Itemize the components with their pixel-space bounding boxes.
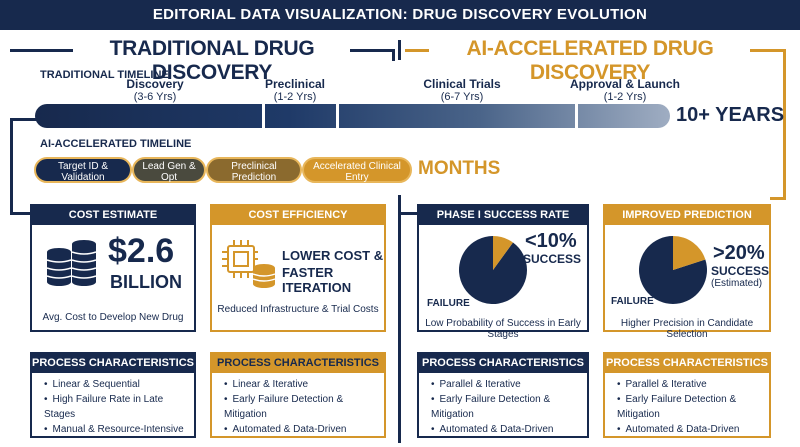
ai-stage-name: Target ID & Validation <box>57 161 109 183</box>
left-heading-rule-drop <box>392 49 395 61</box>
stage-duration: (3-6 Yrs) <box>133 91 177 103</box>
ai-heading: AI-ACCELERATED DRUG DISCOVERY <box>466 37 714 84</box>
right-heading-rule-right <box>750 49 786 52</box>
process-title: PROCESS CHARACTERISTICS <box>605 354 769 373</box>
process-title: PROCESS CHARACTERISTICS <box>419 354 587 373</box>
coin-stack-icon <box>46 240 97 286</box>
process-item: High Failure Rate in Late Stages <box>44 392 194 422</box>
prediction-caption: Higher Precision in Candidate Selection <box>620 318 754 340</box>
phase-success-pie <box>459 236 527 304</box>
center-divider <box>398 40 401 60</box>
stage-name: Approval & Launch <box>569 77 680 91</box>
page-banner: EDITORIAL DATA VISUALIZATION: DRUG DISCO… <box>0 0 800 30</box>
process-title: PROCESS CHARACTERISTICS <box>212 354 384 373</box>
ai-stage-duration: (Weeks) <box>64 183 102 194</box>
stage-duration: (1-2 Yrs) <box>603 91 647 103</box>
left-bracket-bottom <box>10 212 30 215</box>
process-item: Automated & Data-Driven <box>431 422 587 437</box>
stage-preclinical: Preclinical (1-2 Yrs) <box>245 78 345 103</box>
phase-success-label: SUCCESS <box>523 252 582 266</box>
prediction-label: SUCCESS <box>711 264 770 278</box>
timeline-divider <box>262 104 265 128</box>
cost-estimate-card: COST ESTIMATE $2.6 BILLION Avg. Cost to … <box>30 204 196 332</box>
cost-caption: Avg. Cost to Develop New Drug <box>42 312 184 323</box>
process-item: Parallel & Iterative <box>617 377 769 392</box>
right-heading-rule-drop <box>783 49 786 199</box>
traditional-timeline-label: TRADITIONAL TIMELINE <box>40 69 169 81</box>
ai-total: MONTHS <box>418 158 501 179</box>
phase-success-title: PHASE I SUCCESS RATE <box>419 206 587 225</box>
stage-name: Preclinical <box>264 77 326 91</box>
left-heading-rule-right <box>350 49 394 52</box>
right-heading-rule-left <box>405 49 429 52</box>
ai-stage-duration: (Months) <box>149 183 189 194</box>
traditional-total: 10+ YEARS <box>676 104 785 126</box>
ai-stage-accelerated-clinical: Accelerated Clinical Entry (Months) <box>302 157 412 194</box>
stage-clinical-trials: Clinical Trials (6-7 Yrs) <box>407 78 517 103</box>
phase-success-value: <10% <box>525 230 577 252</box>
process-title: PROCESS CHARACTERISTICS <box>32 354 194 373</box>
left-heading-rule-left <box>10 49 73 52</box>
right-bracket-left <box>401 212 417 215</box>
stage-duration: (6-7 Yrs) <box>440 91 484 103</box>
cost-unit: BILLION <box>110 272 182 292</box>
chip-coins-icon <box>222 240 276 288</box>
process-item: Automated & Data-Driven <box>617 422 769 437</box>
prediction-note: (Estimated) <box>711 278 763 289</box>
ai-stage-name: Preclinical Prediction <box>231 161 277 183</box>
efficiency-line1: LOWER COST & <box>282 248 384 263</box>
ai-timeline-label: AI-ACCELERATED TIMELINE <box>40 138 192 150</box>
process-card-traditional-2: PROCESS CHARACTERISTICS Linear & Iterati… <box>210 352 386 438</box>
stage-name: Discovery <box>126 77 184 91</box>
cost-efficiency-card: COST EFFICIENCY LOWER COST & FASTER ITER… <box>210 204 386 332</box>
process-item: Automated & Data-Driven <box>224 422 384 437</box>
timeline-divider <box>575 104 578 128</box>
cost-value: $2.6 <box>108 232 175 270</box>
right-bracket-right <box>770 197 786 200</box>
stage-duration: (1-2 Yrs) <box>273 91 317 103</box>
process-item: Manual & Resource-Intensive <box>44 422 194 437</box>
process-item: Parallel & Iterative <box>431 377 587 392</box>
process-item: Linear & Iterative <box>224 377 384 392</box>
phase-failure-label: FAILURE <box>427 298 470 309</box>
left-bracket-vertical <box>10 118 13 214</box>
ai-stage-lead-gen: Lead Gen & Opt (Months) <box>132 157 206 194</box>
ai-stage-duration: (Months) <box>337 183 377 194</box>
prediction-pie <box>639 236 707 304</box>
center-divider-lower <box>398 195 401 443</box>
process-item: Linear & Sequential <box>44 377 194 392</box>
left-bracket-top <box>10 118 36 121</box>
efficiency-caption: Reduced Infrastructure & Trial Costs <box>217 304 379 315</box>
prediction-failure-label: FAILURE <box>611 296 654 307</box>
ai-stage-duration: (Months) <box>234 183 274 194</box>
ai-stage-target-id: Target ID & Validation (Weeks) <box>34 157 132 194</box>
phase-success-caption: Low Probability of Success in Early Stag… <box>425 318 581 340</box>
pie-success-slice <box>493 236 513 270</box>
ai-stage-name: Lead Gen & Opt <box>142 161 196 183</box>
traditional-timeline-bar <box>35 104 670 128</box>
stage-discovery: Discovery (3-6 Yrs) <box>105 78 205 103</box>
pie-success-slice <box>673 236 706 270</box>
stage-name: Clinical Trials <box>423 77 501 91</box>
prediction-value: >20% <box>713 242 765 264</box>
cost-estimate-title: COST ESTIMATE <box>32 206 194 225</box>
process-card-traditional-1: PROCESS CHARACTERISTICS Linear & Sequent… <box>30 352 196 438</box>
prediction-card: IMPROVED PREDICTION ACCURACY >20% SUCCES… <box>603 204 771 340</box>
process-item: Early Failure Detection & Mitigation <box>431 392 587 422</box>
ai-stage-name: Accelerated Clinical Entry <box>313 161 401 183</box>
prediction-title: IMPROVED PREDICTION ACCURACY <box>605 206 769 240</box>
process-card-ai-2: PROCESS CHARACTERISTICS Parallel & Itera… <box>603 352 771 438</box>
cost-efficiency-title: COST EFFICIENCY <box>212 206 384 225</box>
process-item: Early Failure Detection & Mitigation <box>617 392 769 422</box>
process-item: Early Failure Detection & Mitigation <box>224 392 384 422</box>
traditional-heading: TRADITIONAL DRUG DISCOVERY <box>109 37 315 84</box>
process-card-ai-1: PROCESS CHARACTERISTICS Parallel & Itera… <box>417 352 589 438</box>
ai-stage-preclinical-prediction: Preclinical Prediction (Months) <box>206 157 302 194</box>
timeline-divider <box>336 104 339 128</box>
phase-success-card: PHASE I SUCCESS RATE <10% SUCCESS FAILUR… <box>417 204 589 340</box>
efficiency-line2: FASTER ITERATION <box>282 265 352 295</box>
stage-approval-launch: Approval & Launch (1-2 Yrs) <box>565 78 685 103</box>
